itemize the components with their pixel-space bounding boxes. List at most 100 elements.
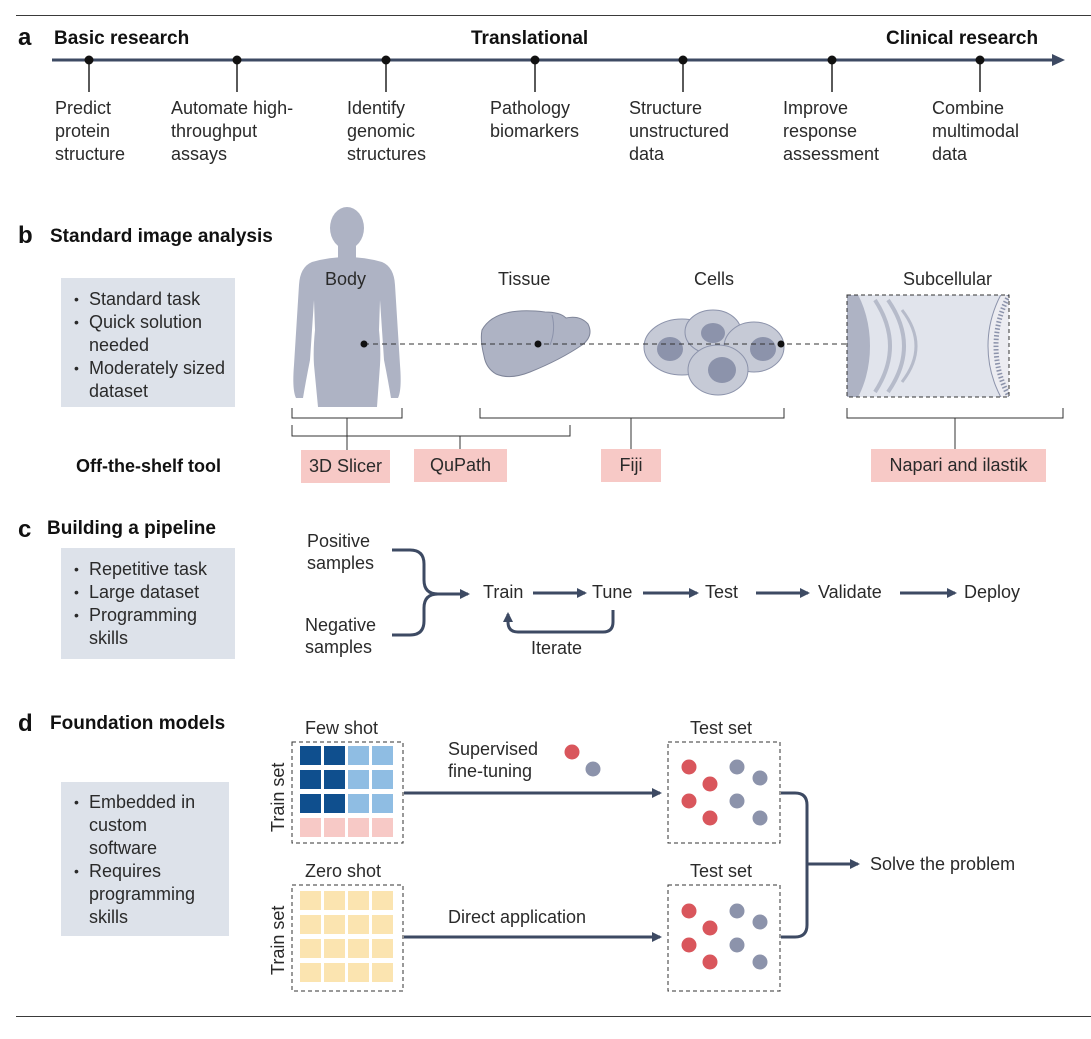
- test-set-box-top: [667, 741, 781, 844]
- zero-shot-cell: [348, 891, 369, 910]
- timeline-step-1: Predict protein structure: [55, 98, 126, 164]
- test-dot-grey: [729, 759, 745, 775]
- test-dot-grey: [752, 954, 768, 970]
- zero-shot-cell: [348, 963, 369, 982]
- few-shot-cell: [324, 818, 345, 837]
- bullet-quick-solution: Quick solution needed: [74, 311, 229, 357]
- scale-label-tissue: Tissue: [498, 269, 551, 289]
- solve-problem-label: Solve the problem: [870, 854, 1016, 874]
- timeline-dot: [678, 55, 688, 65]
- direct-application-label: Direct application: [448, 907, 587, 927]
- bottom-rule: [16, 1016, 1091, 1017]
- scale-connector: [360, 340, 847, 348]
- few-shot-cell: [300, 794, 321, 813]
- timeline-step-5: Structure unstructured data: [629, 98, 730, 164]
- body-silhouette-icon: [293, 207, 401, 407]
- test-dot-red: [702, 920, 718, 936]
- off-the-shelf-label: Off-the-shelf tool: [76, 456, 221, 476]
- panel-b-letter: b: [18, 222, 33, 249]
- cells-icon: [643, 309, 785, 396]
- zero-shot-cell: [348, 939, 369, 958]
- zero-shot-cell: [324, 939, 345, 958]
- panel-d-title: Foundation models: [50, 713, 226, 734]
- heading-translational: Translational: [471, 28, 589, 49]
- zero-shot-cell: [324, 915, 345, 934]
- panel-b-info-box: Standard task Quick solution needed Mode…: [61, 278, 235, 407]
- zero-shot-label: Zero shot: [305, 861, 382, 881]
- panel-c-title: Building a pipeline: [47, 518, 216, 539]
- tool-qupath: QuPath: [414, 449, 507, 482]
- zero-shot-cell: [300, 915, 321, 934]
- pipeline-step-validate: Validate: [818, 582, 882, 602]
- panel-c-letter: c: [18, 516, 32, 543]
- pipeline-step-test: Test: [705, 582, 739, 602]
- timeline-dot: [530, 55, 540, 65]
- zero-shot-cell: [372, 891, 393, 910]
- test-set-label-top: Test set: [690, 718, 753, 738]
- timeline-step-6: Improve response assessment: [783, 98, 880, 164]
- zero-shot-cell: [324, 963, 345, 982]
- test-dot-grey: [752, 914, 768, 930]
- scale-label-subcellular: Subcellular: [903, 269, 993, 289]
- zero-shot-cell: [300, 963, 321, 982]
- bullet-programming-skills: Programming skills: [74, 604, 229, 650]
- bullet-repetitive-task: Repetitive task: [74, 558, 235, 581]
- timeline-dot: [381, 55, 391, 65]
- negative-samples-label: Negative samples: [305, 615, 377, 657]
- test-dot-red: [702, 954, 718, 970]
- few-shot-cell: [348, 746, 369, 765]
- iterate-label: Iterate: [531, 638, 583, 658]
- timeline-dot: [84, 55, 94, 65]
- bullet-embedded-software: Embedded in custom software: [74, 791, 219, 860]
- bullet-standard-task: Standard task: [74, 288, 235, 311]
- few-shot-cell: [300, 770, 321, 789]
- tool-napari-ilastik: Napari and ilastik: [871, 449, 1046, 482]
- test-dot-grey: [729, 937, 745, 953]
- timeline-step-3: Identify genomic structures: [347, 98, 427, 164]
- bullet-moderate-dataset: Moderately sized dataset: [74, 357, 229, 403]
- few-shot-cell: [300, 818, 321, 837]
- test-dot-red: [681, 937, 697, 953]
- zero-shot-cell: [300, 891, 321, 910]
- test-set-box-bottom: [667, 884, 781, 992]
- positive-samples-label: Positive samples: [307, 531, 375, 573]
- few-shot-cell: [324, 794, 345, 813]
- tool-fiji: Fiji: [601, 449, 661, 482]
- few-shot-cell: [372, 746, 393, 765]
- few-shot-cell: [372, 818, 393, 837]
- supervised-finetuning-label: Supervised fine-tuning: [448, 739, 539, 781]
- pipeline-arrows: [392, 548, 957, 637]
- test-dot-red: [681, 793, 697, 809]
- foundation-arrows: [404, 788, 860, 942]
- test-dot-red: [681, 759, 697, 775]
- tool-3d-slicer: 3D Slicer: [301, 450, 390, 483]
- test-dot-grey: [729, 793, 745, 809]
- test-set-label-bottom: Test set: [690, 861, 753, 881]
- test-dot-red: [681, 903, 697, 919]
- timeline: [52, 54, 1065, 92]
- heading-basic-research: Basic research: [54, 28, 190, 49]
- zero-shot-cell: [372, 963, 393, 982]
- timeline-dot: [975, 55, 985, 65]
- few-shot-train-grid: [291, 741, 404, 844]
- zero-shot-cell: [372, 915, 393, 934]
- timeline-dot: [827, 55, 837, 65]
- timeline-step-7: Combine multimodal data: [932, 98, 1020, 164]
- zero-shot-cell: [348, 915, 369, 934]
- heading-clinical-research: Clinical research: [886, 28, 1039, 49]
- panel-c-info-box: Repetitive task Large dataset Programmin…: [61, 548, 235, 659]
- zero-shot-cell: [300, 939, 321, 958]
- test-dot-grey: [729, 903, 745, 919]
- panel-d-info-box: Embedded in custom software Requires pro…: [61, 782, 229, 936]
- pipeline-step-deploy: Deploy: [964, 582, 1021, 602]
- bullet-large-dataset: Large dataset: [74, 581, 235, 604]
- few-shot-cell: [372, 770, 393, 789]
- pipeline-step-tune: Tune: [592, 582, 633, 602]
- panel-a-letter: a: [18, 24, 32, 51]
- panel-b-title: Standard image analysis: [50, 226, 273, 247]
- few-shot-cell: [348, 770, 369, 789]
- few-shot-cell: [348, 794, 369, 813]
- zero-shot-cell: [324, 891, 345, 910]
- test-dot-grey: [752, 810, 768, 826]
